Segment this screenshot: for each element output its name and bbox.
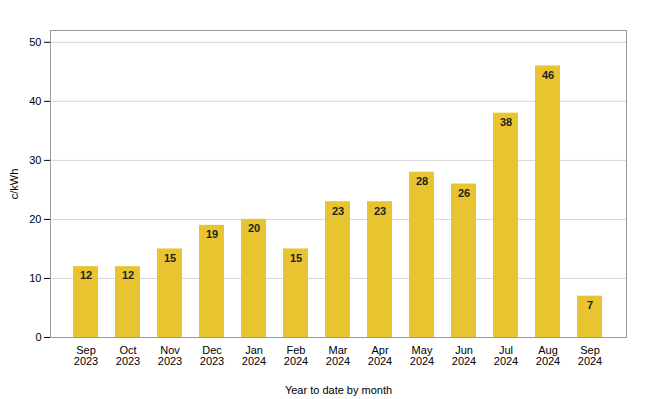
svg-text:0: 0 (35, 331, 41, 343)
svg-text:15: 15 (164, 252, 176, 264)
svg-text:23: 23 (374, 205, 386, 217)
svg-text:23: 23 (332, 205, 344, 217)
svg-text:38: 38 (500, 116, 512, 128)
svg-text:Jan2024: Jan2024 (242, 344, 266, 367)
svg-text:20: 20 (29, 213, 41, 225)
svg-text:Dec2023: Dec2023 (200, 344, 224, 367)
svg-text:Sep2024: Sep2024 (578, 344, 602, 367)
svg-text:12: 12 (80, 269, 92, 281)
svg-text:May2024: May2024 (410, 344, 434, 367)
svg-text:15: 15 (290, 252, 302, 264)
svg-text:Aug2024: Aug2024 (536, 344, 560, 367)
svg-text:10: 10 (29, 272, 41, 284)
svg-text:30: 30 (29, 154, 41, 166)
svg-text:Jun2024: Jun2024 (452, 344, 476, 367)
svg-text:26: 26 (458, 187, 470, 199)
svg-text:Sep2023: Sep2023 (74, 344, 98, 367)
svg-text:46: 46 (542, 69, 554, 81)
svg-text:Year to date by month: Year to date by month (285, 384, 392, 396)
svg-text:Feb2024: Feb2024 (284, 344, 308, 367)
svg-text:Oct2023: Oct2023 (116, 344, 140, 367)
svg-text:Jul2024: Jul2024 (494, 344, 518, 367)
svg-text:19: 19 (206, 228, 218, 240)
svg-text:12: 12 (122, 269, 134, 281)
svg-text:7: 7 (587, 299, 593, 311)
svg-text:28: 28 (416, 175, 428, 187)
svg-text:20: 20 (248, 222, 260, 234)
svg-text:Apr2024: Apr2024 (368, 344, 392, 367)
svg-text:Mar2024: Mar2024 (326, 344, 350, 367)
svg-text:c/kWh: c/kWh (8, 169, 20, 200)
svg-text:40: 40 (29, 95, 41, 107)
svg-text:Nov2023: Nov2023 (158, 344, 182, 367)
svg-text:50: 50 (29, 36, 41, 48)
